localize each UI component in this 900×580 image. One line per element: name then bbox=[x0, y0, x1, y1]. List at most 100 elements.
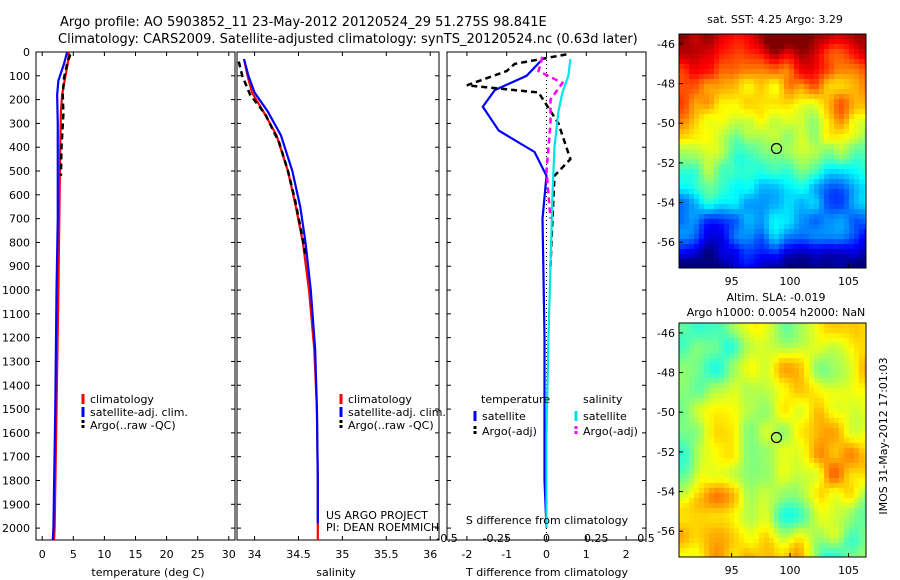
map-cell bbox=[709, 443, 714, 448]
map-cell bbox=[844, 408, 849, 413]
map-cell bbox=[684, 538, 689, 543]
map-cell bbox=[814, 403, 819, 408]
map-cell bbox=[689, 264, 694, 268]
map-cell bbox=[864, 124, 866, 129]
map-cell bbox=[804, 234, 809, 239]
map-cell bbox=[679, 164, 684, 169]
map-cell bbox=[764, 398, 769, 403]
map-cell bbox=[859, 483, 864, 488]
map-cell bbox=[774, 169, 779, 174]
map-cell bbox=[749, 189, 754, 194]
map-cell bbox=[809, 343, 814, 348]
map-cell bbox=[729, 513, 734, 518]
map-cell bbox=[864, 323, 866, 328]
map-cell bbox=[804, 54, 809, 59]
map-cell bbox=[854, 413, 859, 418]
map-cell bbox=[714, 159, 719, 164]
map-cell bbox=[834, 453, 839, 458]
map-cell bbox=[864, 518, 866, 523]
map-cell bbox=[704, 39, 709, 44]
map-cell bbox=[794, 448, 799, 453]
map-cell bbox=[684, 179, 689, 184]
map-cell bbox=[724, 214, 729, 219]
map-cell bbox=[734, 538, 739, 543]
map-cell bbox=[814, 54, 819, 59]
map-cell bbox=[819, 194, 824, 199]
map-cell bbox=[789, 134, 794, 139]
map-cell bbox=[699, 119, 704, 124]
map-cell bbox=[854, 523, 859, 528]
map-cell bbox=[764, 328, 769, 333]
map-cell bbox=[689, 154, 694, 159]
map-cell bbox=[699, 368, 704, 373]
map-cell bbox=[814, 358, 819, 363]
depth-tick-label: 1800 bbox=[2, 474, 30, 487]
map-cell bbox=[719, 323, 724, 328]
map-cell bbox=[809, 179, 814, 184]
map-cell bbox=[804, 159, 809, 164]
map-cell bbox=[834, 553, 839, 557]
map-cell bbox=[709, 458, 714, 463]
map-cell bbox=[739, 338, 744, 343]
map-cell bbox=[684, 249, 689, 254]
map-cell bbox=[749, 89, 754, 94]
map-cell bbox=[714, 144, 719, 149]
map-cell bbox=[839, 129, 844, 134]
map-cell bbox=[774, 473, 779, 478]
map-cell bbox=[789, 69, 794, 74]
map-cell bbox=[724, 164, 729, 169]
map-cell bbox=[729, 403, 734, 408]
map-cell bbox=[784, 254, 789, 259]
map-cell bbox=[704, 453, 709, 458]
map-cell bbox=[689, 199, 694, 204]
map-cell bbox=[799, 164, 804, 169]
map-cell bbox=[809, 528, 814, 533]
map-cell bbox=[789, 363, 794, 368]
map-cell bbox=[734, 164, 739, 169]
map-cell bbox=[784, 448, 789, 453]
map-cell bbox=[729, 368, 734, 373]
map-cell bbox=[779, 413, 784, 418]
map-cell bbox=[774, 508, 779, 513]
map-cell bbox=[764, 323, 769, 328]
map-cell bbox=[819, 328, 824, 333]
map-cell bbox=[729, 169, 734, 174]
map-cell bbox=[864, 119, 866, 124]
map-cell bbox=[754, 518, 759, 523]
map-cell bbox=[789, 94, 794, 99]
map-cell bbox=[679, 179, 684, 184]
map-cell bbox=[714, 423, 719, 428]
map-cell bbox=[784, 264, 789, 268]
map-cell bbox=[744, 224, 749, 229]
map-cell bbox=[759, 54, 764, 59]
map-cell bbox=[779, 553, 784, 557]
map-cell bbox=[764, 224, 769, 229]
map-cell bbox=[849, 174, 854, 179]
map-cell bbox=[814, 373, 819, 378]
map-cell bbox=[729, 518, 734, 523]
map-cell bbox=[719, 99, 724, 104]
map-cell bbox=[844, 219, 849, 224]
map-cell bbox=[829, 54, 834, 59]
map-cell bbox=[694, 104, 699, 109]
map-cell bbox=[829, 239, 834, 244]
map-cell bbox=[769, 124, 774, 129]
map-cell bbox=[784, 503, 789, 508]
map-cell bbox=[854, 343, 859, 348]
map-cell bbox=[829, 458, 834, 463]
map-cell bbox=[709, 423, 714, 428]
map-cell bbox=[829, 528, 834, 533]
map-cell bbox=[799, 229, 804, 234]
map-cell bbox=[739, 209, 744, 214]
map-cell bbox=[689, 453, 694, 458]
map-cell bbox=[739, 109, 744, 114]
map-cell bbox=[749, 513, 754, 518]
map-cell bbox=[759, 239, 764, 244]
map-y-tick-label: -56 bbox=[657, 236, 675, 249]
map-cell bbox=[784, 428, 789, 433]
map-cell bbox=[709, 503, 714, 508]
map-cell bbox=[714, 229, 719, 234]
map-cell bbox=[829, 124, 834, 129]
map-cell bbox=[764, 214, 769, 219]
map-cell bbox=[839, 174, 844, 179]
